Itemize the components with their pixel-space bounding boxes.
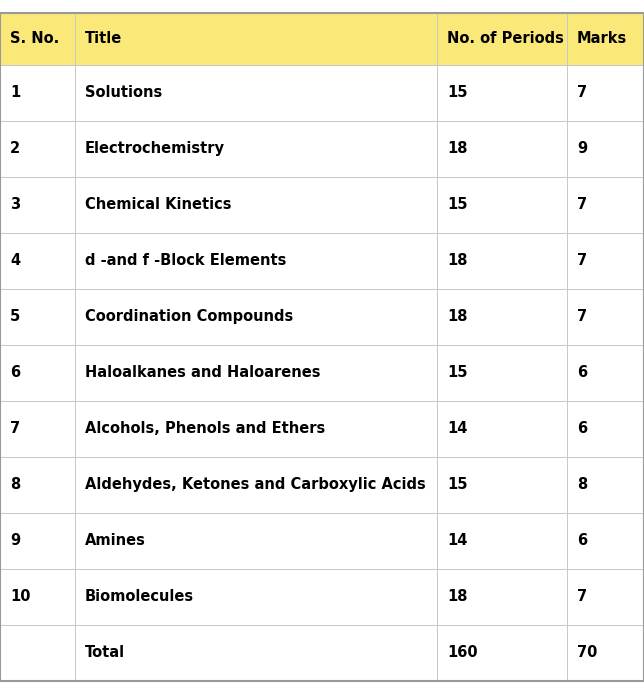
Text: 4: 4: [10, 253, 20, 268]
Bar: [437, 288, 567, 344]
Bar: [437, 513, 567, 568]
Text: 7: 7: [577, 85, 587, 100]
Text: 18: 18: [447, 253, 468, 268]
Bar: [567, 121, 644, 177]
Bar: [0, 177, 75, 232]
Text: 9: 9: [10, 533, 20, 548]
Bar: [0, 513, 75, 568]
Bar: [0, 568, 75, 624]
Bar: [567, 232, 644, 288]
Text: No. of Periods: No. of Periods: [447, 31, 564, 46]
Bar: [437, 121, 567, 177]
Bar: [0, 12, 75, 64]
Text: 8: 8: [577, 477, 587, 492]
Bar: [75, 457, 437, 513]
Bar: [567, 64, 644, 121]
Bar: [567, 513, 644, 568]
Text: 14: 14: [447, 533, 468, 548]
Bar: [75, 288, 437, 344]
Text: 15: 15: [447, 365, 468, 380]
Bar: [437, 12, 567, 64]
Bar: [437, 177, 567, 232]
Text: 70: 70: [577, 645, 598, 660]
Bar: [567, 12, 644, 64]
Bar: [75, 64, 437, 121]
Text: Alcohols, Phenols and Ethers: Alcohols, Phenols and Ethers: [85, 421, 325, 436]
Bar: [0, 624, 75, 681]
Bar: [437, 568, 567, 624]
Bar: [437, 344, 567, 401]
Text: 160: 160: [447, 645, 478, 660]
Text: 6: 6: [577, 533, 587, 548]
Text: Coordination Compounds: Coordination Compounds: [85, 309, 293, 324]
Text: S. No.: S. No.: [10, 31, 59, 46]
Bar: [437, 232, 567, 288]
Bar: [567, 624, 644, 681]
Bar: [567, 344, 644, 401]
Bar: [437, 624, 567, 681]
Bar: [75, 344, 437, 401]
Bar: [0, 232, 75, 288]
Bar: [75, 401, 437, 457]
Text: 18: 18: [447, 589, 468, 604]
Bar: [75, 121, 437, 177]
Text: 5: 5: [10, 309, 20, 324]
Text: Haloalkanes and Haloarenes: Haloalkanes and Haloarenes: [85, 365, 321, 380]
Text: 10: 10: [10, 589, 30, 604]
Text: Electrochemistry: Electrochemistry: [85, 141, 225, 156]
Text: Title: Title: [85, 31, 122, 46]
Text: 6: 6: [577, 365, 587, 380]
Bar: [0, 344, 75, 401]
Bar: [437, 401, 567, 457]
Text: 7: 7: [577, 253, 587, 268]
Bar: [0, 401, 75, 457]
Bar: [75, 624, 437, 681]
Bar: [0, 457, 75, 513]
Text: Amines: Amines: [85, 533, 146, 548]
Bar: [0, 121, 75, 177]
Text: d -and f -Block Elements: d -and f -Block Elements: [85, 253, 287, 268]
Bar: [437, 457, 567, 513]
Text: 7: 7: [577, 589, 587, 604]
Text: Chemical Kinetics: Chemical Kinetics: [85, 197, 231, 212]
Text: 2: 2: [10, 141, 20, 156]
Text: 7: 7: [577, 197, 587, 212]
Bar: [75, 177, 437, 232]
Text: 15: 15: [447, 477, 468, 492]
Bar: [0, 64, 75, 121]
Bar: [75, 12, 437, 64]
Bar: [75, 568, 437, 624]
Bar: [567, 288, 644, 344]
Text: Aldehydes, Ketones and Carboxylic Acids: Aldehydes, Ketones and Carboxylic Acids: [85, 477, 426, 492]
Bar: [567, 457, 644, 513]
Bar: [0, 288, 75, 344]
Text: 6: 6: [10, 365, 20, 380]
Text: 18: 18: [447, 141, 468, 156]
Text: 1: 1: [10, 85, 20, 100]
Text: 14: 14: [447, 421, 468, 436]
Text: Marks: Marks: [577, 31, 627, 46]
Text: 15: 15: [447, 197, 468, 212]
Bar: [75, 232, 437, 288]
Text: 8: 8: [10, 477, 20, 492]
Bar: [567, 568, 644, 624]
Bar: [75, 513, 437, 568]
Bar: [567, 177, 644, 232]
Text: 6: 6: [577, 421, 587, 436]
Bar: [567, 401, 644, 457]
Bar: [437, 64, 567, 121]
Text: Biomolecules: Biomolecules: [85, 589, 194, 604]
Text: 7: 7: [577, 309, 587, 324]
Text: Solutions: Solutions: [85, 85, 162, 100]
Text: 15: 15: [447, 85, 468, 100]
Text: 9: 9: [577, 141, 587, 156]
Text: 7: 7: [10, 421, 20, 436]
Text: 3: 3: [10, 197, 20, 212]
Text: Total: Total: [85, 645, 125, 660]
Text: 18: 18: [447, 309, 468, 324]
